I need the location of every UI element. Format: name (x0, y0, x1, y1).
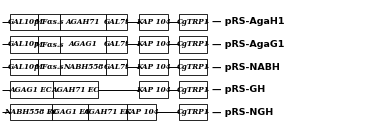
Bar (10, 59, 38, 75)
Bar (139, 36, 168, 53)
Text: — pRS-GH: — pRS-GH (212, 85, 265, 94)
Text: MFαs.s: MFαs.s (34, 18, 64, 26)
Bar (10, 14, 38, 30)
Text: GAL10p: GAL10p (8, 63, 40, 71)
Bar (179, 104, 207, 120)
Text: CgTRP1: CgTRP1 (177, 85, 209, 94)
Bar (53, 81, 98, 98)
Text: GAL7t: GAL7t (104, 40, 130, 49)
Text: MFαs.s: MFαs.s (34, 63, 64, 71)
Text: AGAH71: AGAH71 (66, 18, 100, 26)
Text: — pRS-AgaG1: — pRS-AgaG1 (212, 40, 284, 49)
Text: CgTRP1: CgTRP1 (177, 40, 209, 49)
Text: KAP 104: KAP 104 (137, 18, 171, 26)
Text: AGAH71 EC: AGAH71 EC (51, 85, 100, 94)
Bar (179, 36, 207, 53)
Text: KAP 104: KAP 104 (137, 63, 171, 71)
Text: AGAG1 EC: AGAG1 EC (10, 85, 53, 94)
Text: GAL10p: GAL10p (8, 18, 40, 26)
Bar (106, 14, 127, 30)
Bar (127, 104, 156, 120)
Text: — pRS-AgaH1: — pRS-AgaH1 (212, 17, 284, 27)
Text: MFαs.s: MFαs.s (34, 40, 64, 49)
Bar (10, 36, 38, 53)
Text: — pRS-NGH: — pRS-NGH (212, 107, 273, 117)
Bar (179, 59, 207, 75)
Bar (106, 59, 127, 75)
Bar (88, 104, 127, 120)
Text: — pRS-NABH: — pRS-NABH (212, 62, 280, 72)
Bar (139, 81, 168, 98)
Text: AGAG1 EC: AGAG1 EC (49, 108, 91, 116)
Text: AGAG1: AGAG1 (69, 40, 98, 49)
Bar (179, 14, 207, 30)
Bar (106, 36, 127, 53)
Text: NABH558 EC: NABH558 EC (4, 108, 58, 116)
Text: CgTRP1: CgTRP1 (177, 63, 209, 71)
Bar (60, 59, 106, 75)
Bar (179, 81, 207, 98)
Text: CgTRP1: CgTRP1 (177, 18, 209, 26)
Text: NABH558: NABH558 (63, 63, 103, 71)
Bar (38, 36, 60, 53)
Text: GAL7t: GAL7t (104, 18, 130, 26)
Bar (10, 81, 53, 98)
Text: GAL10p: GAL10p (8, 40, 40, 49)
Bar (60, 14, 106, 30)
Bar (60, 36, 106, 53)
Text: KAP 104: KAP 104 (137, 85, 171, 94)
Bar (139, 59, 168, 75)
Bar (38, 59, 60, 75)
Text: GAL7t: GAL7t (104, 63, 130, 71)
Bar (38, 14, 60, 30)
Text: CgTRP1: CgTRP1 (177, 108, 209, 116)
Bar (139, 14, 168, 30)
Text: KAP 104: KAP 104 (124, 108, 159, 116)
Text: KAP 104: KAP 104 (137, 40, 171, 49)
Text: AGAH71 EC: AGAH71 EC (83, 108, 131, 116)
Bar (10, 104, 52, 120)
Bar (52, 104, 88, 120)
